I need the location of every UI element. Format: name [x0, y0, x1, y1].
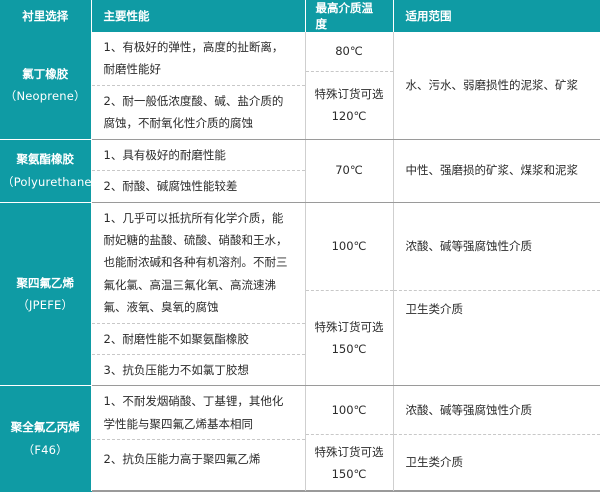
temperature-item: 70℃ [306, 140, 393, 202]
performance-text: 1、有极好的弹性，高度的扯断离，耐磨性能好 [92, 32, 305, 85]
lining-name-en: （Neoprene） [2, 85, 89, 107]
range-text: 浓酸、碱等强腐蚀性介质 [394, 203, 600, 291]
lining-material-cell: 聚全氟乙丙烯 （F46） [0, 386, 91, 491]
range-list: 中性、强磨损的矿浆、煤浆和泥浆 [394, 140, 600, 202]
range-list: 浓酸、碱等强腐蚀性介质 卫生类介质 [394, 386, 600, 490]
performance-list: 1、几乎可以抵抗所有化学介质，能耐妃糖的盐酸、硫酸、硝酸和王水，也能耐浓碱和各种… [92, 203, 305, 386]
lining-name-en: （Polyurethane） [2, 171, 89, 193]
temperature-cell: 70℃ [305, 139, 393, 202]
temperature-item: 100℃ [306, 203, 393, 291]
range-item: 浓酸、碱等强腐蚀性介质 [394, 203, 600, 291]
range-item: 卫生类介质 [394, 291, 600, 386]
lining-name-en: （JPEFE） [2, 294, 89, 316]
column-header-lining: 衬里选择 [0, 0, 91, 32]
temperature-item: 特殊订货可选 120℃ [306, 71, 393, 139]
range-text: 中性、强磨损的矿浆、煤浆和泥浆 [394, 140, 600, 202]
performance-item: 1、几乎可以抵抗所有化学介质，能耐妃糖的盐酸、硫酸、硝酸和王水，也能耐浓碱和各种… [92, 203, 305, 324]
performance-text: 2、耐酸、碱腐蚀性能较差 [92, 171, 305, 202]
lining-name-cn: 氯丁橡胶 [2, 63, 89, 85]
performance-item: 2、耐酸、碱腐蚀性能较差 [92, 171, 305, 202]
lining-material-cell: 聚氨酯橡胶 （Polyurethane） [0, 139, 91, 202]
performance-cell: 1、不耐发烟硝酸、丁基锂，其他化学性能与聚四氟乙烯基本相同 2、抗负压能力高于聚… [91, 386, 305, 491]
performance-text: 1、具有极好的耐磨性能 [92, 140, 305, 171]
performance-item: 2、耐磨性能不如聚氨酯橡胶 [92, 323, 305, 354]
lining-name-en: （F46） [2, 439, 89, 461]
performance-item: 1、具有极好的耐磨性能 [92, 140, 305, 171]
lining-name-cn: 聚四氟乙烯 [2, 272, 89, 294]
performance-text: 2、耐磨性能不如聚氨酯橡胶 [92, 323, 305, 354]
performance-item: 3、抗负压能力不如氯丁胶想 [92, 355, 305, 386]
temperature-text: 70℃ [306, 140, 393, 202]
performance-item: 2、抗负压能力高于聚四氟乙烯 [92, 440, 305, 491]
temperature-text: 特殊订货可选 150℃ [306, 291, 393, 386]
column-header-performance: 主要性能 [91, 0, 305, 32]
performance-cell: 1、几乎可以抵抗所有化学介质，能耐妃糖的盐酸、硫酸、硝酸和王水，也能耐浓碱和各种… [91, 202, 305, 386]
performance-item: 1、有极好的弹性，高度的扯断离，耐磨性能好 [92, 32, 305, 85]
range-text: 卫生类介质 [394, 291, 600, 386]
temperature-cell: 80℃ 特殊订货可选 120℃ [305, 32, 393, 139]
range-item: 水、污水、弱磨损性的泥浆、矿浆 [394, 32, 600, 139]
range-item: 卫生类介质 [394, 434, 600, 490]
range-text: 卫生类介质 [394, 434, 600, 490]
lining-name-cn: 聚氨酯橡胶 [2, 148, 89, 170]
table-row: 氯丁橡胶 （Neoprene） 1、有极好的弹性，高度的扯断离，耐磨性能好 2、… [0, 32, 600, 139]
table-row: 聚四氟乙烯 （JPEFE） 1、几乎可以抵抗所有化学介质，能耐妃糖的盐酸、硫酸、… [0, 202, 600, 386]
header-row: 衬里选择 主要性能 最高介质温度 适用范围 [0, 0, 600, 32]
performance-text: 2、耐一般低浓度酸、碱、盐介质的腐蚀，不耐氧化性介质的腐蚀 [92, 85, 305, 138]
range-item: 浓酸、碱等强腐蚀性介质 [394, 386, 600, 434]
temperature-cell: 100℃ 特殊订货可选 150℃ [305, 202, 393, 386]
temperature-item: 特殊订货可选 150℃ [306, 434, 393, 490]
performance-item: 1、不耐发烟硝酸、丁基锂，其他化学性能与聚四氟乙烯基本相同 [92, 386, 305, 439]
temperature-text: 100℃ [306, 203, 393, 291]
lining-name-cn: 聚全氟乙丙烯 [2, 416, 89, 438]
lining-material-cell: 氯丁橡胶 （Neoprene） [0, 32, 91, 139]
lining-material-cell: 聚四氟乙烯 （JPEFE） [0, 202, 91, 386]
temperature-text: 80℃ [306, 32, 393, 71]
column-header-temperature: 最高介质温度 [305, 0, 393, 32]
range-cell: 水、污水、弱磨损性的泥浆、矿浆 [393, 32, 600, 139]
temperature-list: 80℃ 特殊订货可选 120℃ [306, 32, 393, 139]
column-header-range: 适用范围 [393, 0, 600, 32]
performance-cell: 1、具有极好的耐磨性能 2、耐酸、碱腐蚀性能较差 [91, 139, 305, 202]
table-row: 聚氨酯橡胶 （Polyurethane） 1、具有极好的耐磨性能 2、耐酸、碱腐… [0, 139, 600, 202]
table-header: 衬里选择 主要性能 最高介质温度 适用范围 [0, 0, 600, 32]
range-text: 浓酸、碱等强腐蚀性介质 [394, 386, 600, 434]
table-body: 氯丁橡胶 （Neoprene） 1、有极好的弹性，高度的扯断离，耐磨性能好 2、… [0, 32, 600, 491]
temperature-item: 特殊订货可选 150℃ [306, 291, 393, 386]
range-cell: 中性、强磨损的矿浆、煤浆和泥浆 [393, 139, 600, 202]
range-cell: 浓酸、碱等强腐蚀性介质 卫生类介质 [393, 386, 600, 491]
temperature-text: 特殊订货可选 150℃ [306, 434, 393, 490]
performance-list: 1、具有极好的耐磨性能 2、耐酸、碱腐蚀性能较差 [92, 140, 305, 202]
temperature-item: 100℃ [306, 386, 393, 434]
performance-text: 3、抗负压能力不如氯丁胶想 [92, 355, 305, 386]
performance-cell: 1、有极好的弹性，高度的扯断离，耐磨性能好 2、耐一般低浓度酸、碱、盐介质的腐蚀… [91, 32, 305, 139]
temperature-text: 100℃ [306, 386, 393, 434]
performance-text: 2、抗负压能力高于聚四氟乙烯 [92, 440, 305, 491]
range-item: 中性、强磨损的矿浆、煤浆和泥浆 [394, 140, 600, 202]
range-list: 浓酸、碱等强腐蚀性介质 卫生类介质 [394, 203, 600, 386]
range-cell: 浓酸、碱等强腐蚀性介质 卫生类介质 [393, 202, 600, 386]
performance-list: 1、有极好的弹性，高度的扯断离，耐磨性能好 2、耐一般低浓度酸、碱、盐介质的腐蚀… [92, 32, 305, 139]
performance-list: 1、不耐发烟硝酸、丁基锂，其他化学性能与聚四氟乙烯基本相同 2、抗负压能力高于聚… [92, 386, 305, 490]
performance-text: 1、几乎可以抵抗所有化学介质，能耐妃糖的盐酸、硫酸、硝酸和王水，也能耐浓碱和各种… [92, 203, 305, 324]
temperature-list: 100℃ 特殊订货可选 150℃ [306, 203, 393, 386]
temperature-list: 70℃ [306, 140, 393, 202]
temperature-item: 80℃ [306, 32, 393, 71]
performance-item: 2、耐一般低浓度酸、碱、盐介质的腐蚀，不耐氧化性介质的腐蚀 [92, 85, 305, 138]
table-row: 聚全氟乙丙烯 （F46） 1、不耐发烟硝酸、丁基锂，其他化学性能与聚四氟乙烯基本… [0, 386, 600, 491]
range-list: 水、污水、弱磨损性的泥浆、矿浆 [394, 32, 600, 139]
temperature-text: 特殊订货可选 120℃ [306, 71, 393, 139]
temperature-list: 100℃ 特殊订货可选 150℃ [306, 386, 393, 490]
temperature-cell: 100℃ 特殊订货可选 150℃ [305, 386, 393, 491]
performance-text: 1、不耐发烟硝酸、丁基锂，其他化学性能与聚四氟乙烯基本相同 [92, 386, 305, 439]
range-text: 水、污水、弱磨损性的泥浆、矿浆 [394, 32, 600, 139]
